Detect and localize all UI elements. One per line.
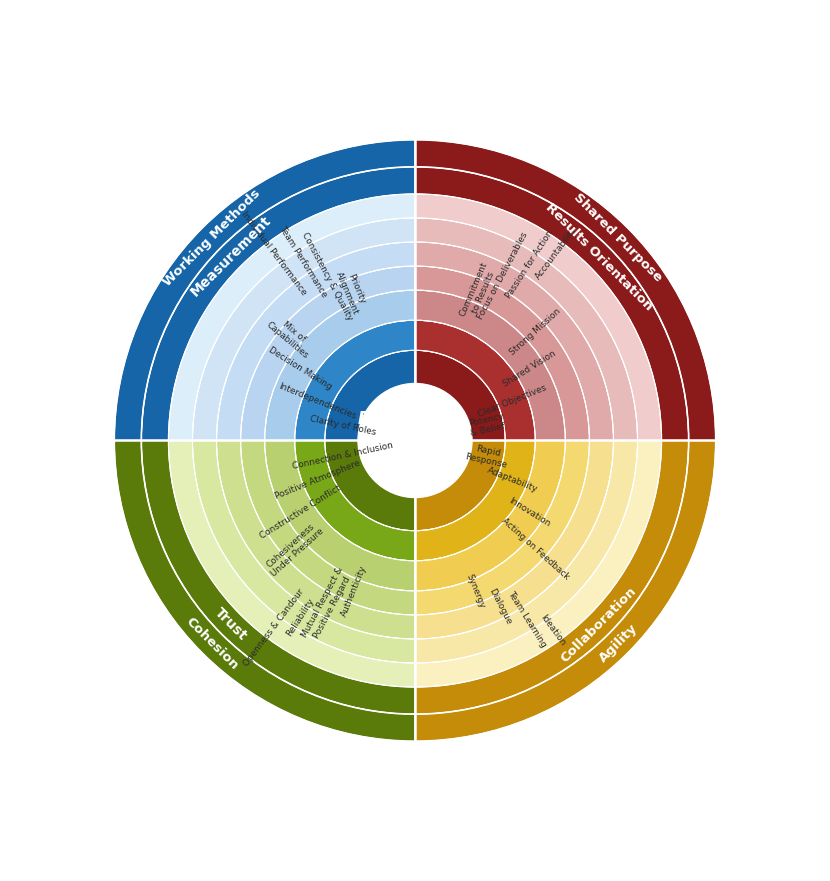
- Wedge shape: [415, 242, 613, 440]
- Text: Passion for Action: Passion for Action: [505, 228, 555, 300]
- Wedge shape: [415, 218, 637, 440]
- Wedge shape: [295, 320, 415, 440]
- Text: Agility: Agility: [596, 622, 640, 665]
- Text: Strong Mission: Strong Mission: [509, 307, 563, 357]
- Wedge shape: [415, 440, 565, 591]
- Wedge shape: [265, 290, 415, 440]
- Text: Potency
& Belief: Potency & Belief: [468, 412, 506, 439]
- Wedge shape: [141, 440, 415, 714]
- Text: Interdependencies: Interdependencies: [277, 381, 358, 421]
- Wedge shape: [265, 440, 415, 591]
- Text: Mix of
Capabilities: Mix of Capabilities: [265, 312, 317, 360]
- Wedge shape: [241, 440, 415, 615]
- Text: Commitment
to Results: Commitment to Results: [458, 260, 499, 322]
- Wedge shape: [415, 440, 535, 561]
- Wedge shape: [415, 140, 715, 440]
- Text: Consistency & Quality: Consistency & Quality: [300, 230, 354, 322]
- Text: Innovation: Innovation: [507, 496, 552, 529]
- Text: Process: Process: [358, 411, 430, 428]
- Text: Positive Atmosphere: Positive Atmosphere: [273, 459, 361, 501]
- Text: Clarity of Roles: Clarity of Roles: [309, 414, 377, 437]
- Text: Results Orientation: Results Orientation: [543, 201, 655, 313]
- Text: Synergy: Synergy: [465, 573, 487, 610]
- Wedge shape: [241, 266, 415, 440]
- Text: Accountability: Accountability: [534, 226, 579, 281]
- Wedge shape: [325, 440, 415, 530]
- Text: Adaptability: Adaptability: [486, 466, 540, 494]
- Text: Decision Making: Decision Making: [267, 345, 334, 392]
- Text: Team Learning: Team Learning: [505, 589, 548, 649]
- Text: Constructive Conflict: Constructive Conflict: [258, 484, 342, 541]
- Text: Reliability: Reliability: [285, 596, 316, 638]
- Text: Acting on Feedback: Acting on Feedback: [500, 516, 571, 581]
- Wedge shape: [415, 440, 689, 714]
- Wedge shape: [115, 140, 415, 440]
- Wedge shape: [168, 194, 415, 440]
- Wedge shape: [217, 242, 415, 440]
- Wedge shape: [415, 440, 662, 687]
- Text: Cohesiveness
Under Pressure: Cohesiveness Under Pressure: [263, 520, 326, 579]
- Text: Team Performance: Team Performance: [278, 225, 330, 300]
- Text: Measurement: Measurement: [188, 213, 274, 300]
- Text: Connection & Inclusion: Connection & Inclusion: [291, 440, 394, 471]
- Wedge shape: [415, 440, 637, 663]
- Text: Cohesion: Cohesion: [183, 615, 241, 672]
- Text: Clear Objectives: Clear Objectives: [477, 383, 548, 419]
- Wedge shape: [415, 167, 689, 440]
- Wedge shape: [415, 266, 589, 440]
- Wedge shape: [141, 167, 415, 440]
- Wedge shape: [415, 290, 565, 440]
- Wedge shape: [415, 440, 589, 615]
- Text: Mutual Respect &
Positive Regard: Mutual Respect & Positive Regard: [300, 566, 354, 644]
- Text: Shared Vision: Shared Vision: [501, 349, 558, 389]
- Wedge shape: [325, 351, 415, 440]
- Text: Ideation: Ideation: [539, 613, 567, 648]
- Text: Climate: Climate: [361, 455, 427, 470]
- Wedge shape: [115, 440, 415, 741]
- Text: Working Methods: Working Methods: [161, 187, 263, 288]
- Text: Priority
Alignment: Priority Alignment: [334, 266, 369, 316]
- Text: Rapid
Response: Rapid Response: [464, 442, 510, 470]
- Text: Collaboration: Collaboration: [559, 584, 639, 665]
- Wedge shape: [217, 440, 415, 639]
- Text: Focus: Focus: [410, 411, 463, 428]
- Text: Shared Purpose: Shared Purpose: [571, 190, 665, 285]
- Wedge shape: [295, 440, 415, 561]
- Wedge shape: [415, 194, 662, 440]
- Wedge shape: [168, 440, 415, 687]
- Wedge shape: [193, 218, 415, 440]
- Text: Authenticity: Authenticity: [339, 564, 369, 618]
- Wedge shape: [415, 440, 715, 741]
- Text: Trust: Trust: [212, 605, 250, 643]
- Text: Focus on Deliverables: Focus on Deliverables: [476, 231, 530, 321]
- Wedge shape: [415, 440, 505, 530]
- Text: Individual Performance: Individual Performance: [239, 210, 308, 297]
- Wedge shape: [193, 440, 415, 663]
- Text: Openness & Candour: Openness & Candour: [242, 588, 305, 668]
- Text: Flow: Flow: [414, 453, 458, 470]
- Wedge shape: [415, 320, 535, 440]
- Text: Dialogue: Dialogue: [486, 587, 513, 626]
- Wedge shape: [415, 351, 505, 440]
- Wedge shape: [415, 440, 613, 639]
